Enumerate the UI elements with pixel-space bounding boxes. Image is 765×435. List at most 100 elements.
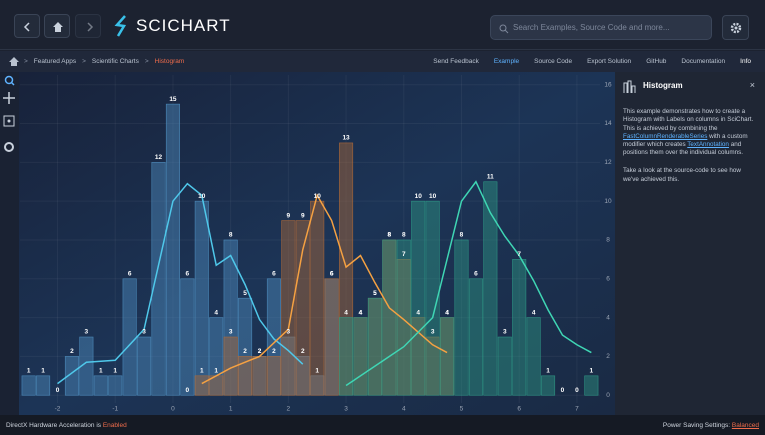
value-label: 1 <box>590 368 594 375</box>
toolbar-button[interactable]: Send Feedback <box>433 58 479 65</box>
panel-title: Histogram <box>643 81 683 90</box>
value-label: 6 <box>272 271 276 278</box>
status-left: DirectX Hardware Acceleration is Enabled <box>6 422 127 429</box>
panel-paragraph: This example demonstrates how to create … <box>623 108 757 157</box>
histogram-bar <box>353 317 368 396</box>
toolbar-button[interactable]: Source Code <box>534 58 573 65</box>
toolbar-button[interactable]: Export Solution <box>587 58 632 65</box>
value-label: 10 <box>198 193 206 200</box>
toolbar-button[interactable]: Info <box>740 58 751 65</box>
x-tick-label: 7 <box>575 406 579 413</box>
value-label: 2 <box>70 348 74 355</box>
value-label: 6 <box>330 271 334 278</box>
breadcrumb-item[interactable]: Histogram <box>154 58 185 65</box>
logo[interactable]: SCICHART <box>114 14 231 38</box>
value-label: 2 <box>243 348 247 355</box>
histogram-bar <box>497 336 512 396</box>
x-tick-label: 6 <box>517 406 521 413</box>
histogram-bar <box>526 317 541 396</box>
x-tick-label: 5 <box>460 406 464 413</box>
home-icon[interactable] <box>9 57 19 66</box>
value-label: 1 <box>214 368 218 375</box>
panel-link[interactable]: TextAnnotation <box>687 141 729 149</box>
status-right: Power Saving Settings: Balanced <box>663 422 759 429</box>
value-label: 4 <box>359 309 363 316</box>
value-label: 1 <box>41 368 45 375</box>
histogram-bar <box>151 162 166 396</box>
histogram-bar <box>367 297 382 396</box>
breadcrumb-item[interactable]: Scientific Charts <box>91 58 139 65</box>
x-tick-label: -1 <box>112 406 118 413</box>
histogram-bar <box>108 375 123 396</box>
toolbar-button[interactable]: Example <box>493 58 520 65</box>
status-link[interactable]: Balanced <box>731 421 759 429</box>
histogram-bar <box>180 278 195 396</box>
value-label: 10 <box>314 193 322 200</box>
value-label: 11 <box>487 173 494 180</box>
x-tick-label: 3 <box>344 406 348 413</box>
value-label: 0 <box>56 387 60 394</box>
status-link[interactable]: Enabled <box>102 421 127 429</box>
back-button[interactable] <box>14 14 40 38</box>
top-bar: SCICHART Search Examples, Source Code an… <box>0 0 765 50</box>
histogram-bar <box>512 259 527 396</box>
x-tick-label: 0 <box>171 406 175 413</box>
value-label: 1 <box>27 368 31 375</box>
toolbar-button[interactable]: Documentation <box>681 58 726 65</box>
value-label: 4 <box>416 309 420 316</box>
value-label: 12 <box>155 154 163 161</box>
value-label: 10 <box>415 193 423 200</box>
value-label: 6 <box>330 271 334 278</box>
home-button[interactable] <box>44 14 70 38</box>
density-line <box>57 182 304 385</box>
forward-button[interactable] <box>75 14 101 38</box>
histogram-bar <box>411 200 426 396</box>
search-box[interactable]: Search Examples, Source Code and more... <box>490 15 712 40</box>
status-text: Power Saving Settings: <box>662 421 731 429</box>
value-label: 4 <box>344 309 348 316</box>
value-label: 15 <box>169 96 177 103</box>
histogram-bar <box>541 375 556 396</box>
value-label: 3 <box>431 329 435 336</box>
value-label: 7 <box>517 251 521 258</box>
value-label: 5 <box>373 290 377 297</box>
y-tick-label: 10 <box>604 198 612 205</box>
histogram-bar <box>21 375 36 396</box>
histogram-bar <box>584 375 599 396</box>
value-label: 3 <box>287 329 291 336</box>
value-label: 4 <box>445 309 449 316</box>
status-bar: DirectX Hardware Acceleration is Enabled… <box>0 415 765 435</box>
histogram-bar <box>281 220 296 396</box>
histogram-bar <box>454 239 469 396</box>
histogram-bar <box>194 375 209 396</box>
histogram-bar <box>310 200 325 396</box>
histogram-bar <box>36 375 51 396</box>
x-tick-label: 2 <box>287 406 291 413</box>
value-label: 5 <box>243 290 247 297</box>
value-label: 0 <box>561 387 565 394</box>
value-label: 2 <box>272 348 276 355</box>
histogram-bar <box>324 278 339 396</box>
value-label: 8 <box>229 232 233 239</box>
histogram-bar <box>165 103 180 396</box>
panel-link[interactable]: FastColumnRenderableSeries <box>623 132 708 140</box>
breadcrumb-item[interactable]: Featured Apps <box>33 58 77 65</box>
toolbar-button[interactable]: GitHub <box>646 58 667 65</box>
histogram-bar <box>440 317 455 396</box>
value-label: 7 <box>402 251 406 258</box>
value-label: 3 <box>229 329 233 336</box>
panel-icon <box>623 80 636 93</box>
toolbar: Send Feedback Example Source Code Export… <box>433 51 757 72</box>
value-label: 1 <box>99 368 103 375</box>
y-tick-label: 6 <box>606 276 610 283</box>
close-button[interactable]: × <box>749 80 755 90</box>
value-label: 1 <box>546 368 550 375</box>
histogram-bar <box>266 356 281 396</box>
value-label: 8 <box>402 232 406 239</box>
value-label: 5 <box>373 290 377 297</box>
chart-tool-icons[interactable] <box>0 72 19 162</box>
settings-button[interactable] <box>722 15 749 40</box>
value-label: 8 <box>460 232 464 239</box>
value-label: 8 <box>388 232 392 239</box>
